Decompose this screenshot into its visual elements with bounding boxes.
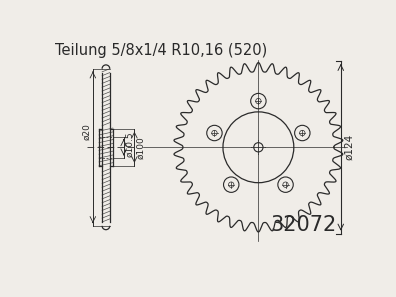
Text: 32072: 32072 [270, 215, 336, 235]
Text: ø20: ø20 [82, 124, 91, 140]
Text: ø124: ø124 [344, 134, 354, 160]
Text: ø100: ø100 [136, 136, 145, 159]
Text: ø10.5: ø10.5 [125, 131, 134, 157]
Text: Teilung 5/8x1/4 R10,16 (520): Teilung 5/8x1/4 R10,16 (520) [55, 42, 267, 58]
